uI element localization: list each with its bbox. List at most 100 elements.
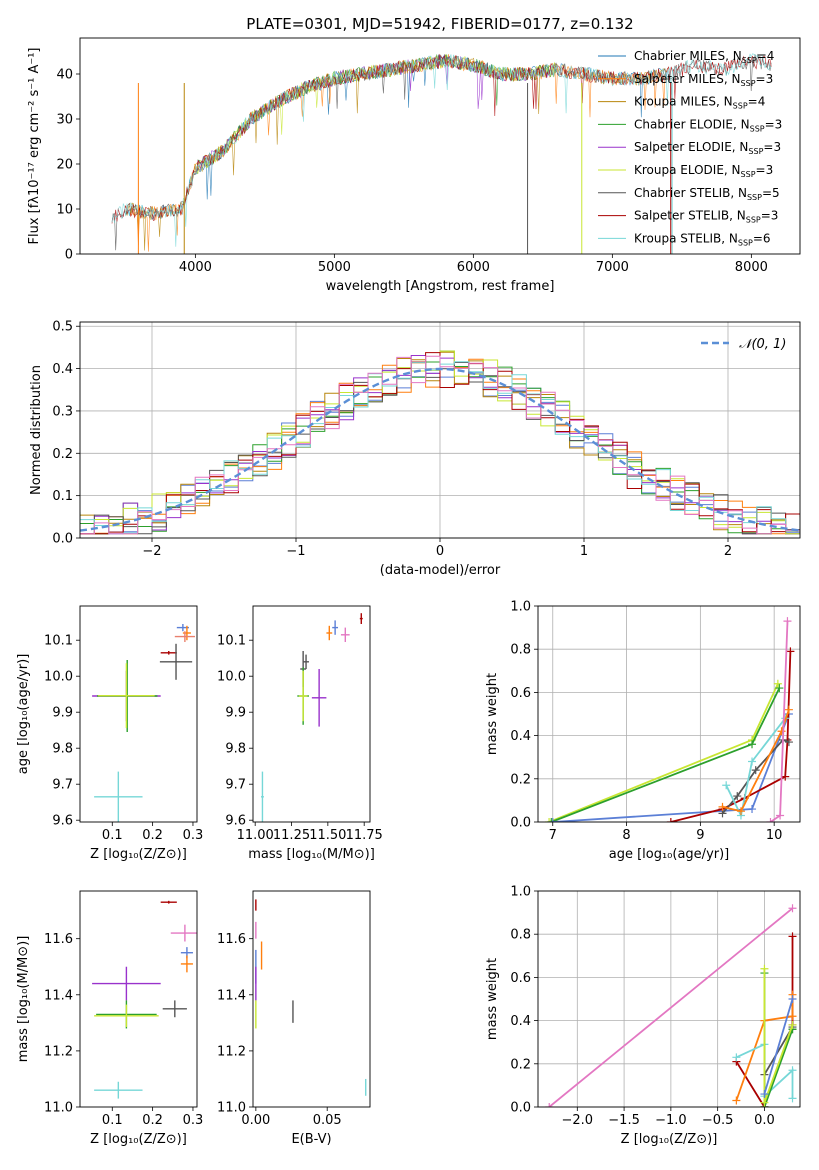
y-tick-label: 0.8 [510, 928, 531, 943]
legend-entry-val: =3 [756, 163, 774, 177]
legend-entry-sub: SSP [742, 56, 757, 65]
legend-entry-sub: SSP [746, 216, 761, 225]
x-tick-label: −1.5 [608, 1113, 640, 1128]
y-tick-label: 0.0 [510, 1101, 531, 1116]
x-tick-label: 0.3 [183, 1113, 204, 1128]
weight-marker [788, 1094, 797, 1103]
y-tick-label: 0.8 [510, 643, 531, 658]
y-tick-label: 0.6 [510, 686, 531, 701]
legend-entry-sub: SSP [741, 170, 756, 179]
y-tick-label: 0.2 [52, 447, 73, 462]
legend-entry-text: Kroupa ELODIE, N [634, 163, 741, 177]
legend-entry-val: =5 [762, 186, 780, 200]
y-tick-label: 10.0 [44, 670, 73, 685]
y-tick-label: 11.4 [217, 988, 246, 1003]
x-axis-label: wavelength [Angstrom, rest frame] [326, 279, 555, 294]
plot-area [545, 904, 797, 1107]
x-tick-label: 0 [436, 544, 444, 559]
weight-marker [748, 805, 757, 814]
x-tick-label: 7000 [596, 260, 629, 275]
x-axis-label: E(B-V) [291, 1132, 331, 1147]
y-tick-label: 9.8 [225, 742, 246, 757]
x-tick-label: 0.05 [313, 1113, 342, 1128]
axes-frame [252, 605, 371, 823]
legend-entry-sub: SSP [738, 238, 753, 247]
spectrum-line [111, 53, 772, 224]
weight-marker [777, 727, 786, 736]
axes-frame [537, 605, 801, 823]
legend-entry-val: =3 [763, 140, 781, 154]
x-tick-label: −1 [286, 544, 305, 559]
y-tick-label: 0.2 [510, 1057, 531, 1072]
legend-entry-text: Salpeter MILES, N [634, 72, 741, 86]
y-tick-label: 1.0 [510, 600, 531, 615]
panel-2: 0.1 0.2 0.3 9.6 9.7 9.8 9.9 10.0 10.1 Z [log₁₀(Z/… [16, 605, 203, 862]
histogram-step [80, 355, 800, 535]
legend-entry: Kroupa ELODIE, NSSP=3 [634, 163, 773, 179]
weight-marker [748, 757, 757, 766]
x-tick-label: 11.00 [237, 828, 274, 843]
legend-entry-text: Kroupa MILES, N [634, 95, 733, 109]
spectrum-line [125, 54, 668, 251]
x-tick-label: 1 [580, 544, 588, 559]
legend-entry-sub: SSP [747, 193, 762, 202]
x-axis-label: age [log₁₀(age/yr)] [609, 847, 730, 862]
x-tick-label: 0.2 [142, 1113, 163, 1128]
weight-marker [760, 964, 769, 973]
x-tick-label: 0.0 [754, 1113, 775, 1128]
histogram-step [80, 350, 800, 535]
legend-entry-sub: SSP [750, 124, 765, 133]
spectrum-line [195, 54, 556, 175]
y-tick-label: 1.0 [510, 885, 531, 900]
y-tick-label: 9.9 [225, 706, 246, 721]
x-tick-label: −1.0 [655, 1113, 687, 1128]
y-axis-label: Flux [fλ10⁻¹⁷ erg cm⁻² s⁻¹ A⁻¹] [27, 48, 42, 245]
y-tick-label: 9.7 [52, 778, 73, 793]
x-tick-label: −2.0 [562, 1113, 594, 1128]
legend-entry-val: =4 [748, 95, 766, 109]
y-tick-label: 10.1 [44, 634, 73, 649]
x-tick-label: 8000 [735, 260, 768, 275]
weight-line [763, 973, 794, 1107]
y-tick-label: 9.8 [52, 742, 73, 757]
weight-marker [776, 811, 785, 820]
legend-entry-val: =3 [765, 117, 783, 131]
weight-marker [545, 1103, 554, 1107]
panel-0: 4000 5000 6000 7000 8000 0 10 20 30 40 wavelength … [27, 15, 801, 294]
legend-entry: Kroupa MILES, NSSP=4 [634, 95, 765, 111]
weight-marker [788, 1012, 797, 1021]
plot-area [111, 53, 772, 254]
y-tick-label: 9.6 [225, 814, 246, 829]
legend-entry: Kroupa STELIB, NSSP=6 [634, 231, 771, 247]
legend-entry-sub: SSP [748, 147, 763, 156]
y-tick-label: 0.1 [52, 489, 73, 504]
weight-marker [718, 802, 727, 811]
axes-frame [79, 890, 198, 1108]
y-tick-label: 10.1 [217, 634, 246, 649]
x-axis-label: mass [log₁₀(M/M⊙)] [248, 847, 375, 862]
y-tick-label: 0.4 [510, 1014, 531, 1029]
normal-curve [80, 367, 800, 532]
spectrum-line [125, 54, 668, 252]
histogram-step [80, 352, 800, 535]
x-tick-label: 11.50 [309, 828, 346, 843]
legend-entry: Chabrier ELODIE, NSSP=3 [634, 117, 782, 133]
legend-entry-text: Kroupa STELIB, N [634, 231, 738, 245]
legend-entry-sub: SSP [733, 102, 748, 111]
y-tick-label: 0.2 [510, 772, 531, 787]
plot-area [80, 350, 800, 535]
legend-entry: Chabrier MILES, NSSP=4 [634, 49, 774, 65]
panel-7: −2.0 −1.5 −1.0 −0.5 0.0 0.0 0.2 0.4 0.6 0.8 1.0 Z [… [485, 885, 801, 1147]
x-tick-label: 7 [549, 828, 557, 843]
weight-marker [760, 1098, 769, 1107]
y-axis-label: Normed distribution [29, 365, 44, 495]
weight-marker [786, 647, 795, 656]
legend-entry: Chabrier STELIB, NSSP=5 [634, 186, 780, 202]
legend: 𝒩(0, 1) [701, 337, 786, 352]
y-tick-label: 11.0 [44, 1101, 73, 1116]
panel-6: 0.00 0.05 11.0 11.2 11.4 11.6 E(B-V) [217, 890, 371, 1147]
axes-frame [537, 890, 801, 1108]
y-tick-label: 0.6 [510, 971, 531, 986]
weight-line [763, 998, 794, 1095]
weight-marker [788, 1066, 797, 1075]
